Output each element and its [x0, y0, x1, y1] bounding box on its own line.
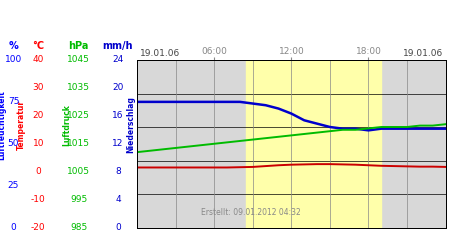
Text: 40: 40 [32, 56, 44, 64]
Text: 10: 10 [32, 139, 44, 148]
Text: 1015: 1015 [67, 139, 90, 148]
Text: -10: -10 [31, 195, 45, 204]
Text: 1045: 1045 [68, 56, 90, 64]
Text: 50: 50 [8, 139, 19, 148]
Text: 19.01.06: 19.01.06 [140, 48, 180, 58]
Text: Erstellt: 09.01.2012 04:32: Erstellt: 09.01.2012 04:32 [202, 208, 301, 218]
Text: Niederschlag: Niederschlag [126, 96, 135, 154]
Text: -20: -20 [31, 223, 45, 232]
Text: 985: 985 [70, 223, 87, 232]
Text: 20: 20 [112, 84, 124, 92]
Text: 75: 75 [8, 97, 19, 106]
Bar [247, 60, 381, 228]
Text: 12: 12 [112, 139, 124, 148]
Text: 100: 100 [5, 56, 22, 64]
Text: °C: °C [32, 41, 44, 51]
Text: mm/h: mm/h [103, 41, 133, 51]
Text: 0: 0 [11, 223, 16, 232]
Text: 995: 995 [70, 195, 87, 204]
Text: Luftfeuchtigkeit: Luftfeuchtigkeit [0, 90, 7, 160]
Text: 24: 24 [112, 56, 123, 64]
Text: 0: 0 [36, 167, 41, 176]
Text: 30: 30 [32, 84, 44, 92]
Text: %: % [9, 41, 18, 51]
Text: 25: 25 [8, 181, 19, 190]
Text: hPa: hPa [68, 41, 89, 51]
Text: 19.01.06: 19.01.06 [403, 48, 443, 58]
Text: 0: 0 [115, 223, 121, 232]
Text: 1035: 1035 [67, 84, 90, 92]
Text: 1025: 1025 [68, 111, 90, 120]
Text: Temperatur: Temperatur [17, 100, 26, 150]
Text: 1005: 1005 [67, 167, 90, 176]
Text: 4: 4 [115, 195, 121, 204]
Text: 8: 8 [115, 167, 121, 176]
Text: 16: 16 [112, 111, 124, 120]
Text: Luftdruck: Luftdruck [62, 104, 71, 146]
Text: 20: 20 [32, 111, 44, 120]
